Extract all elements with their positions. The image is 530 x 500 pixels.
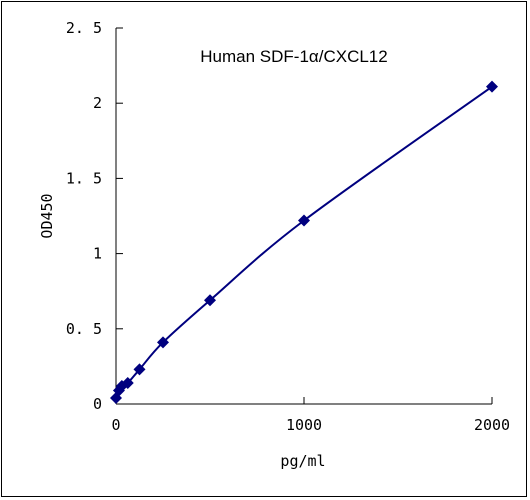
- y-tick-label: 2: [93, 94, 102, 112]
- chart-title: Human SDF-1α/CXCL12: [200, 47, 387, 66]
- data-point-marker: [486, 80, 498, 93]
- y-tick-label: 1. 5: [66, 169, 102, 187]
- y-tick-label: 2. 5: [66, 19, 102, 37]
- data-point-marker: [121, 376, 134, 389]
- data-point-marker: [157, 336, 169, 349]
- x-axis-label: pg/ml: [280, 452, 325, 470]
- y-tick-label: 0. 5: [66, 320, 102, 338]
- series-line: [115, 85, 493, 399]
- x-tick-label: 1000: [286, 416, 322, 434]
- x-tick-label: 0: [111, 416, 120, 434]
- data-point-marker: [133, 363, 146, 376]
- series-layer: [110, 80, 498, 404]
- ticks: 0 0. 5 1 1. 5 2 2. 5 0 1000 2000: [66, 19, 510, 434]
- y-tick-label: 0: [93, 395, 102, 413]
- y-tick-label: 1: [93, 245, 102, 263]
- x-tick-label: 2000: [474, 416, 510, 434]
- y-axis-label: OD450: [38, 193, 56, 238]
- data-point-marker: [204, 294, 216, 307]
- data-point-marker: [298, 214, 310, 227]
